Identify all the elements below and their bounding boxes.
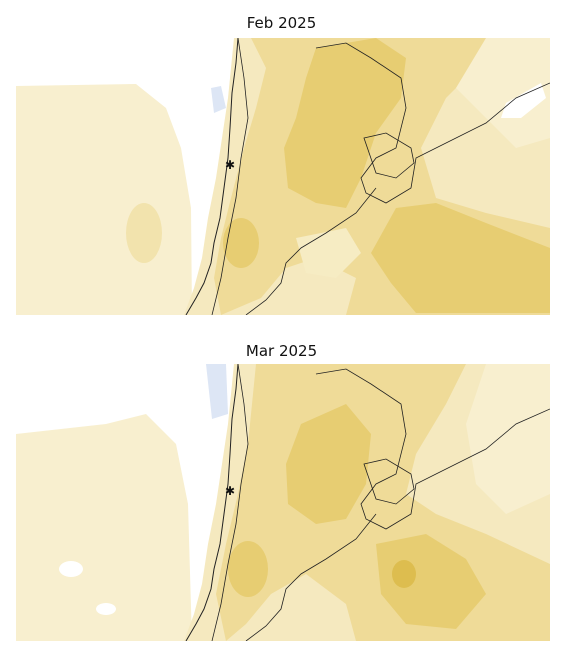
land-anomaly-strong-southeast xyxy=(376,534,486,629)
land-anomaly-strong-north xyxy=(284,38,406,208)
pacific-anomaly xyxy=(16,414,192,641)
land-anomaly-peak xyxy=(392,560,416,588)
land-anomaly-strong-andes xyxy=(228,541,268,597)
pacific-coastline xyxy=(185,364,239,641)
wet-anomaly-spot xyxy=(206,364,228,419)
atlantic-coastline xyxy=(245,513,377,641)
andes-border xyxy=(211,38,249,315)
land-anomaly-light-patch xyxy=(296,228,361,278)
atlantic-coastline xyxy=(245,187,377,315)
land-anomaly-light-ne xyxy=(466,364,550,514)
land-anomaly-strong-north xyxy=(286,404,371,524)
pacific-anomaly-patch xyxy=(126,203,162,263)
anomaly-map-feb: ✱ xyxy=(16,38,550,315)
panel-title-mar: Mar 2025 xyxy=(245,342,318,360)
no-data-gap xyxy=(59,561,83,577)
no-data-gap xyxy=(96,603,116,615)
location-marker-icon: ✱ xyxy=(225,158,235,172)
wet-anomaly-spot xyxy=(211,86,226,113)
uruguay-border xyxy=(363,458,415,505)
andes-border xyxy=(211,364,249,641)
country-borders xyxy=(315,368,550,530)
land-anomaly-strong-southeast xyxy=(371,203,550,313)
location-marker-icon: ✱ xyxy=(225,484,235,498)
uruguay-border xyxy=(363,132,415,179)
land-anomaly-strong-andes xyxy=(223,218,259,268)
pacific-anomaly xyxy=(16,84,192,315)
anomaly-map-mar: ✱ xyxy=(16,364,550,641)
panel-title-feb: Feb 2025 xyxy=(246,14,317,32)
land-anomaly-light-ne xyxy=(456,38,550,148)
no-data-gap xyxy=(501,83,546,118)
pacific-coastline xyxy=(185,38,239,315)
country-borders xyxy=(315,42,550,204)
